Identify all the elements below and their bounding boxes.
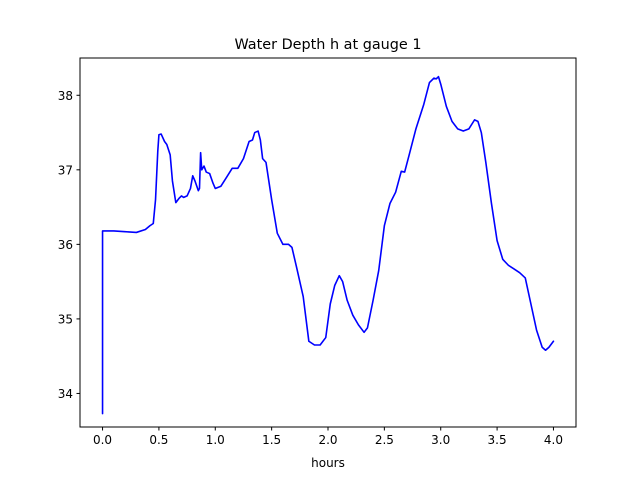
y-tick-label: 34	[58, 387, 73, 401]
y-tick-label: 36	[58, 238, 73, 252]
x-tick-label: 0.5	[149, 433, 168, 447]
y-tick-label: 38	[58, 89, 73, 103]
x-tick-label: 3.5	[488, 433, 507, 447]
x-axis-label: hours	[311, 456, 345, 470]
series-layer	[101, 75, 555, 415]
x-tick-label: 4.0	[544, 433, 563, 447]
chart-title: Water Depth h at gauge 1	[234, 37, 421, 53]
x-tick-label: 0.0	[93, 433, 112, 447]
x-tick-label: 3.0	[431, 433, 450, 447]
x-tick-label: 1.5	[262, 433, 281, 447]
x-axis-ticks: 0.0 0.5 1.0 1.5 2.0 2.5 3.0 3.5 4.0	[93, 427, 563, 447]
series-line	[101, 75, 555, 415]
plot-area	[80, 58, 576, 427]
axes-frame	[79, 57, 577, 428]
x-tick-label: 2.5	[375, 433, 394, 447]
x-tick-label: 1.0	[206, 433, 225, 447]
x-tick-label: 2.0	[318, 433, 337, 447]
y-tick-label: 35	[58, 312, 73, 326]
y-tick-label: 37	[58, 163, 73, 177]
y-axis-ticks: 34 35 36 37 38	[58, 89, 80, 401]
